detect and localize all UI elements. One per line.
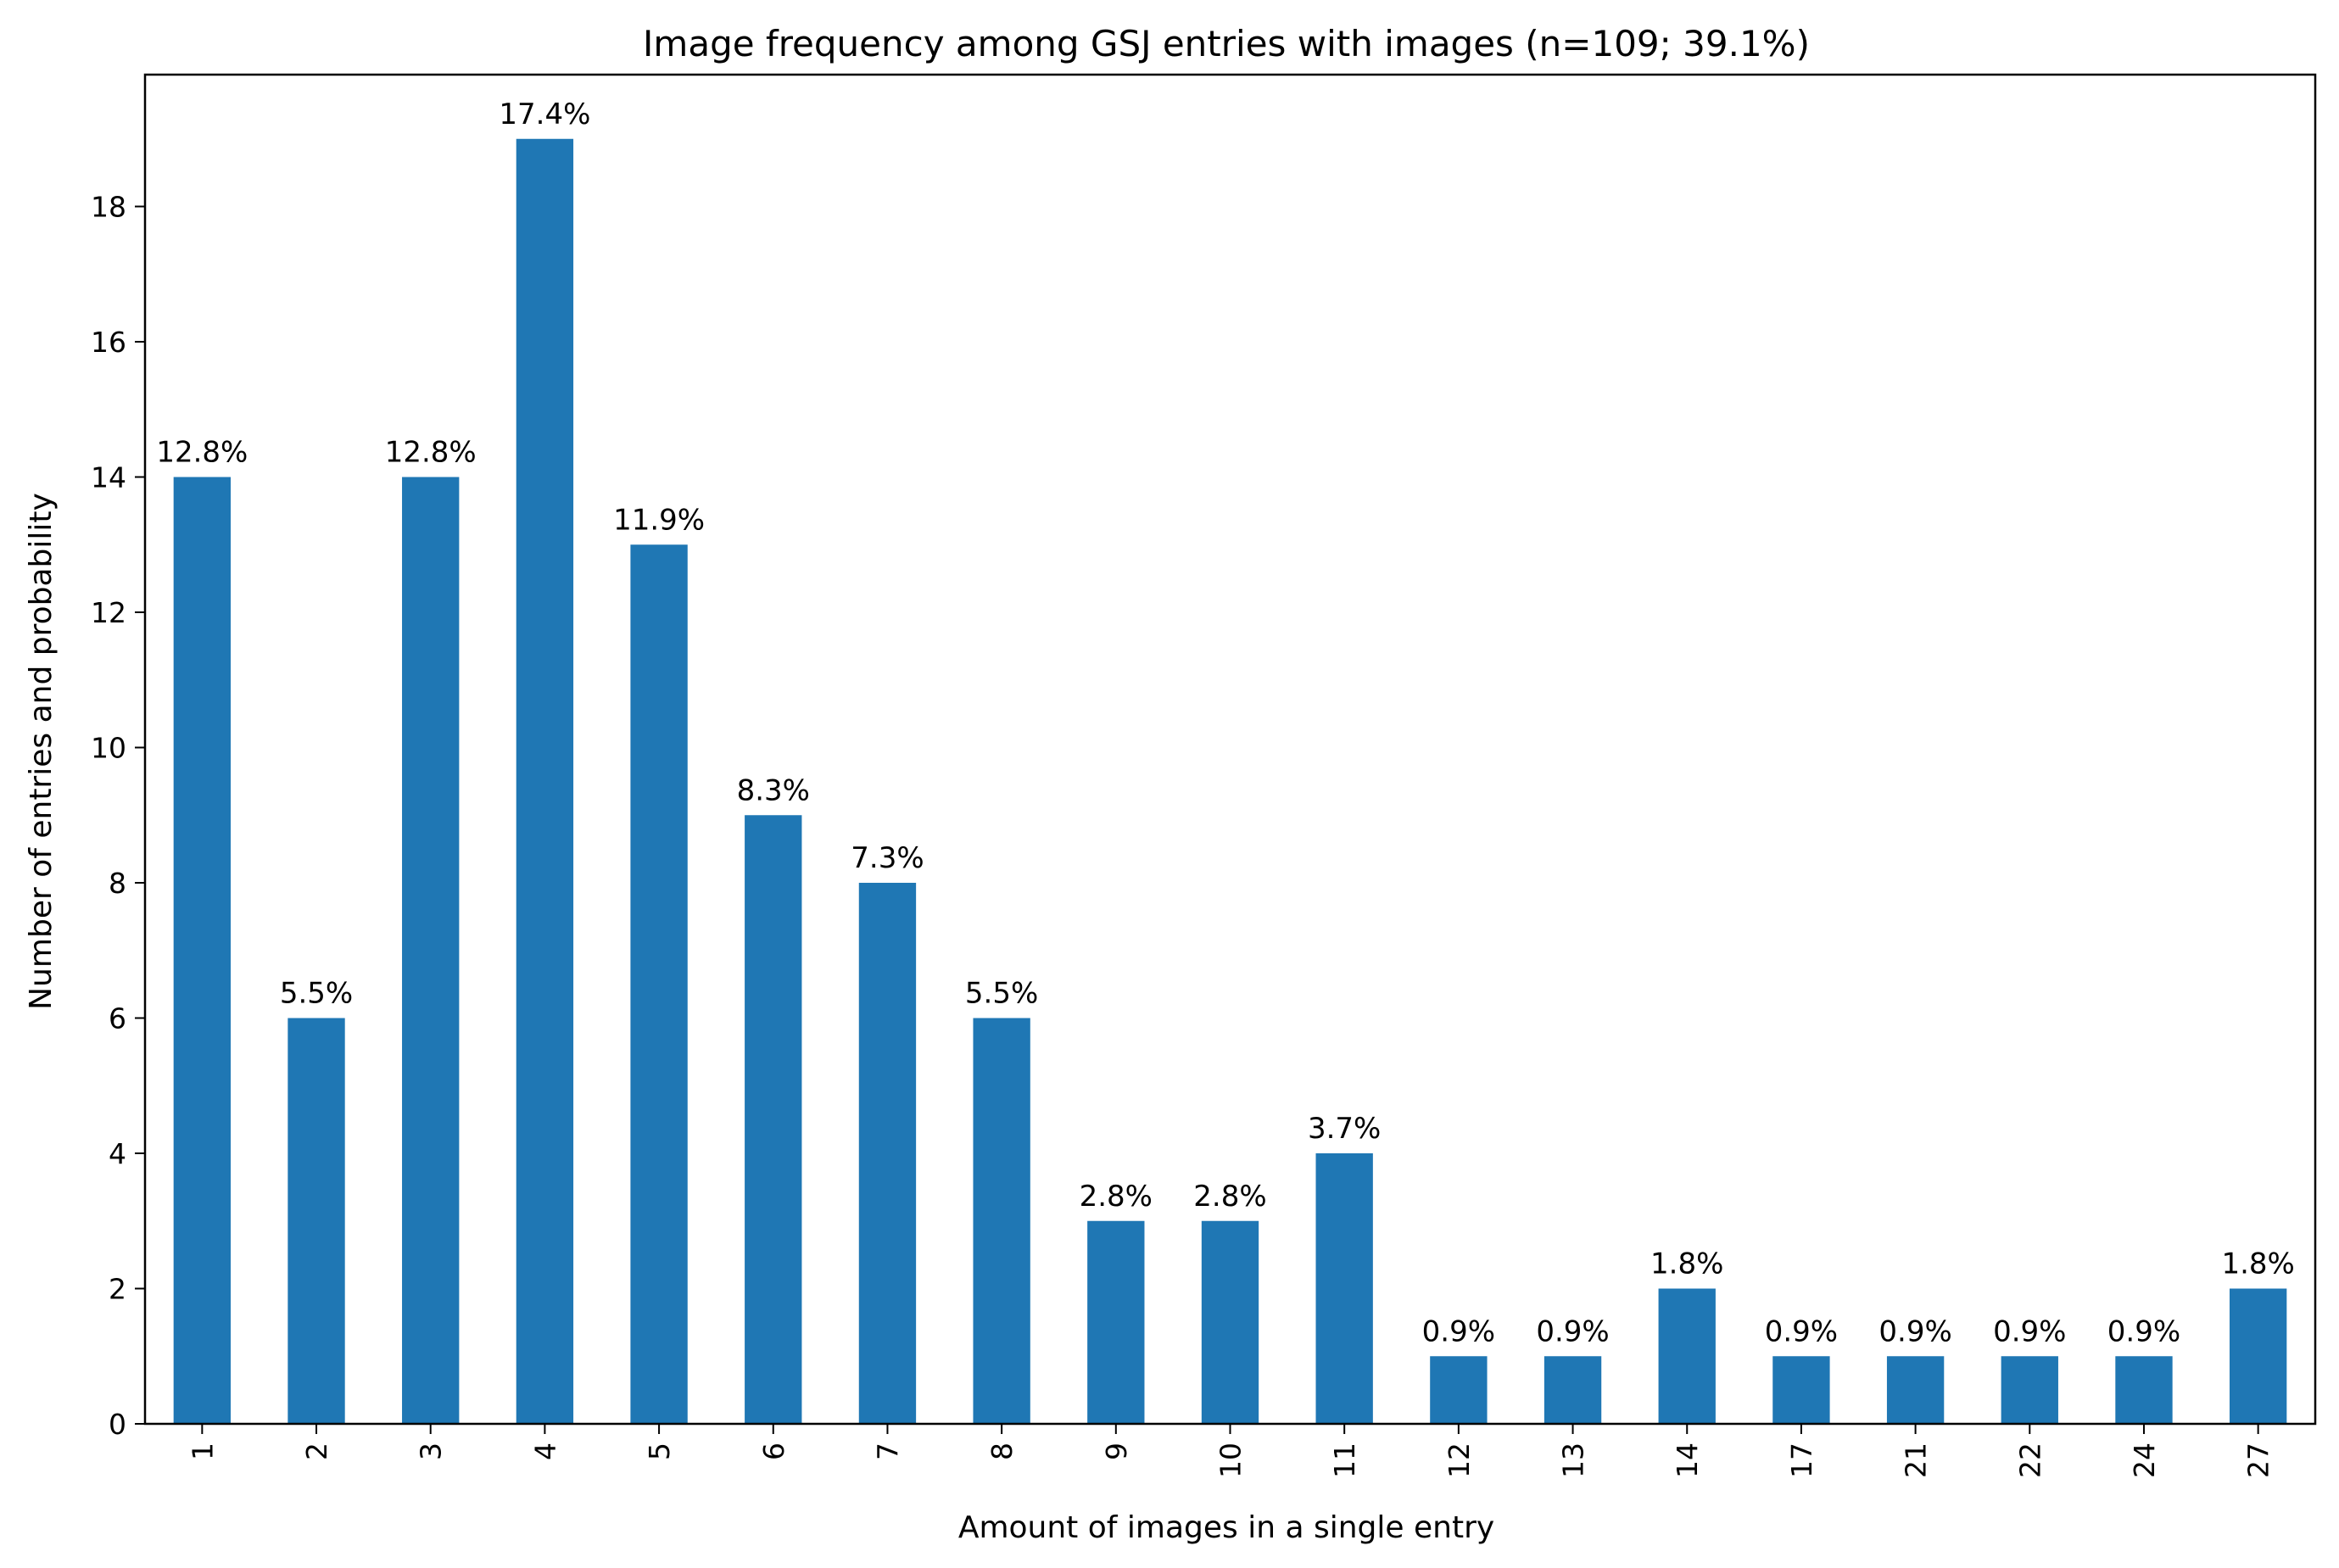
bar-3 — [402, 477, 460, 1424]
data-label-7: 7.3% — [851, 841, 924, 875]
x-tick-label-12: 12 — [1443, 1442, 1476, 1478]
y-tick-label-6: 6 — [109, 1002, 126, 1035]
y-tick-label-12: 12 — [91, 596, 126, 629]
data-label-12: 0.9% — [1422, 1314, 1495, 1348]
y-axis: 0 2 4 6 8 10 12 14 16 18 — [91, 191, 145, 1441]
data-label-21: 0.9% — [1878, 1314, 1951, 1348]
y-tick-label-16: 16 — [91, 326, 126, 359]
bar-14 — [1658, 1288, 1716, 1424]
y-tick-label-8: 8 — [109, 867, 126, 900]
x-tick-label-21: 21 — [1900, 1442, 1933, 1478]
x-axis-label: Amount of images in a single entry — [958, 1510, 1494, 1545]
data-label-6: 8.3% — [737, 773, 810, 807]
bar-11 — [1315, 1153, 1373, 1424]
data-labels-group: 12.8% 5.5% 12.8% 17.4% 11.9% 8.3% 7.3% 5.5% 2.8%… — [156, 98, 2295, 1348]
x-tick-label-17: 17 — [1785, 1442, 1818, 1478]
y-tick-label-0: 0 — [109, 1408, 126, 1441]
x-tick-label-8: 8 — [985, 1442, 1019, 1460]
data-label-4: 17.4% — [499, 98, 590, 131]
data-label-14: 1.8% — [1650, 1247, 1723, 1281]
bar-10 — [1201, 1220, 1259, 1424]
bar-7 — [858, 883, 917, 1424]
bar-24 — [2115, 1356, 2173, 1424]
x-tick-label-10: 10 — [1214, 1442, 1248, 1478]
bar-13 — [1544, 1356, 1602, 1424]
x-axis: 1 2 3 4 5 6 7 8 9 10 11 12 13 14 17 21 22 24 27 — [186, 1424, 2275, 1478]
data-label-13: 0.9% — [1536, 1314, 1609, 1348]
x-tick-label-11: 11 — [1328, 1442, 1361, 1478]
bar-27 — [2229, 1288, 2287, 1424]
data-label-8: 5.5% — [965, 977, 1038, 1011]
bar-4 — [516, 138, 574, 1424]
x-tick-label-5: 5 — [643, 1442, 676, 1460]
data-label-17: 0.9% — [1765, 1314, 1838, 1348]
x-tick-label-27: 27 — [2242, 1442, 2275, 1478]
x-tick-label-13: 13 — [1557, 1442, 1590, 1478]
x-tick-label-1: 1 — [186, 1442, 219, 1460]
bar-17 — [1772, 1356, 1830, 1424]
data-label-3: 12.8% — [385, 436, 477, 470]
x-tick-label-22: 22 — [2013, 1442, 2046, 1478]
y-tick-label-18: 18 — [91, 191, 126, 224]
x-tick-label-6: 6 — [757, 1442, 790, 1460]
x-tick-label-4: 4 — [528, 1442, 561, 1460]
bars-group — [173, 138, 2287, 1425]
data-label-5: 11.9% — [613, 503, 705, 537]
y-tick-label-10: 10 — [91, 732, 126, 765]
bar-12 — [1430, 1356, 1488, 1424]
chart-title: Image frequency among GSJ entries with i… — [643, 23, 1810, 64]
x-tick-label-14: 14 — [1671, 1442, 1704, 1478]
y-axis-label: Number of entries and probability — [24, 493, 59, 1010]
bar-6 — [745, 815, 802, 1424]
x-tick-label-2: 2 — [300, 1442, 333, 1460]
data-label-10: 2.8% — [1193, 1180, 1266, 1214]
x-tick-label-24: 24 — [2128, 1442, 2161, 1478]
bar-5 — [630, 544, 688, 1425]
x-tick-label-7: 7 — [871, 1442, 904, 1460]
data-label-22: 0.9% — [1993, 1314, 2066, 1348]
bar-2 — [287, 1018, 345, 1424]
y-tick-label-4: 4 — [109, 1137, 126, 1170]
data-label-9: 2.8% — [1080, 1180, 1153, 1214]
data-label-24: 0.9% — [2107, 1314, 2180, 1348]
x-tick-label-3: 3 — [415, 1442, 448, 1460]
data-label-27: 1.8% — [2221, 1247, 2294, 1281]
bar-21 — [1886, 1356, 1945, 1424]
bar-8 — [973, 1018, 1030, 1424]
data-label-2: 5.5% — [280, 977, 353, 1011]
y-tick-label-14: 14 — [91, 461, 126, 494]
y-tick-label-2: 2 — [109, 1273, 126, 1306]
data-label-1: 12.8% — [156, 436, 248, 470]
x-tick-label-9: 9 — [1100, 1442, 1133, 1460]
bar-9 — [1087, 1220, 1145, 1424]
plot-frame — [143, 73, 2317, 1426]
bar-22 — [2001, 1356, 2058, 1424]
bar-1 — [173, 477, 232, 1424]
data-label-11: 3.7% — [1308, 1112, 1381, 1146]
